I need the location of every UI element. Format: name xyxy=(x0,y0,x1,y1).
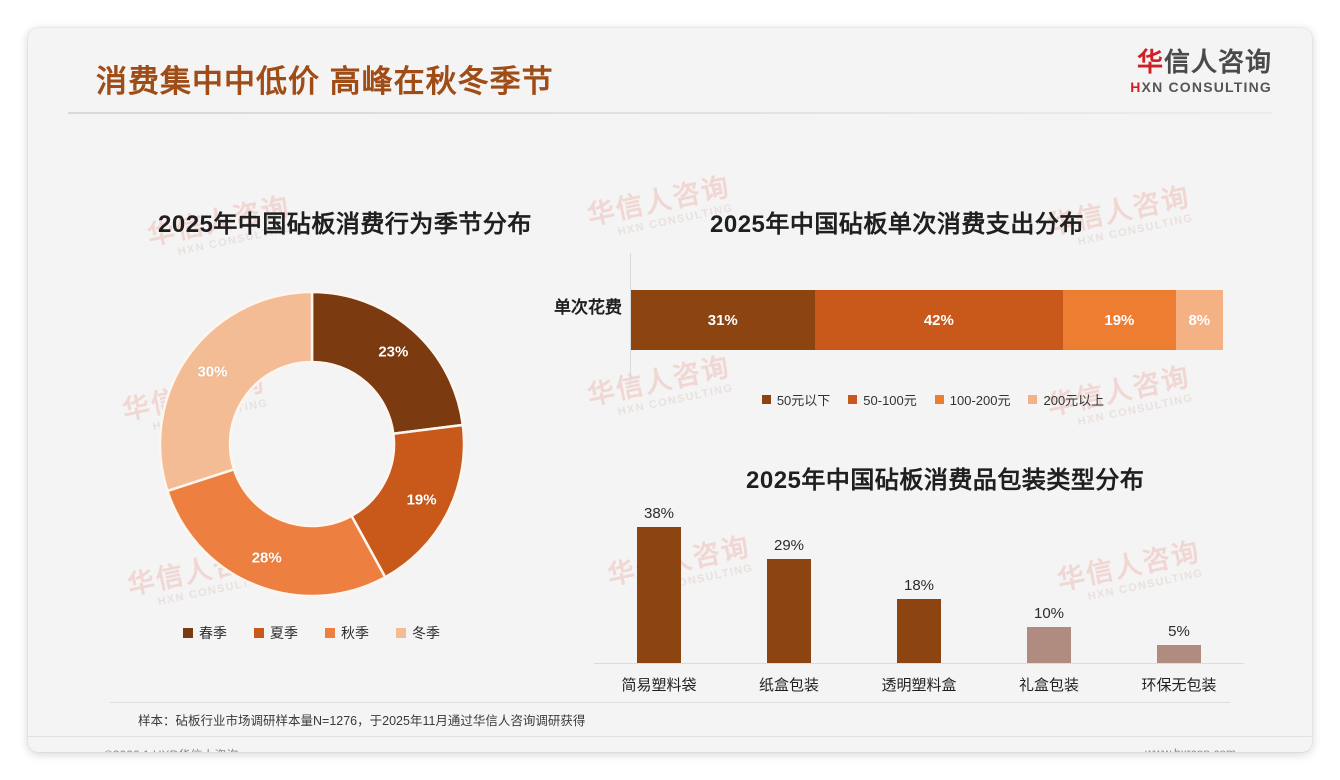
column-bar-rect[interactable] xyxy=(767,559,811,663)
legend-item[interactable]: 冬季 xyxy=(396,623,440,643)
stacked-bar-chart: 单次花费 31% 42% 19% 8% xyxy=(526,253,1238,388)
donut-chart-title: 2025年中国砧板消费行为季节分布 xyxy=(158,211,532,238)
column-chart-category-axis: 简易塑料袋 纸盒包装 透明塑料盒 礼盒包装 环保无包装 xyxy=(594,674,1244,695)
slide-footer: ©2026.1 HXR华信人咨询 www.hxrcon.com xyxy=(28,737,1312,752)
stacked-bar-segment[interactable]: 42% xyxy=(814,290,1064,350)
donut-slice-label: 30% xyxy=(197,363,228,381)
footnote-text: 样本：砧板行业市场调研样本量N=1276，于2025年11月通过华信人咨询调研获… xyxy=(138,714,586,728)
logo-char-hua: 华 xyxy=(1136,47,1164,77)
column-bar-value-label: 18% xyxy=(903,576,935,594)
legend-swatch-icon xyxy=(183,628,193,638)
stacked-bar-segment[interactable]: 19% xyxy=(1063,290,1176,350)
legend-label: 50元以下 xyxy=(776,393,831,408)
donut-slice[interactable] xyxy=(165,467,387,598)
legend-item[interactable]: 夏季 xyxy=(254,623,298,643)
legend-swatch-icon xyxy=(848,395,858,404)
legend-item[interactable]: 50元以下 xyxy=(761,390,831,409)
legend-label: 50-100元 xyxy=(863,393,917,408)
legend-label: 100-200元 xyxy=(949,393,1011,408)
stacked-bar-segment[interactable]: 31% xyxy=(631,290,815,350)
logo-chinese: 华信人咨询 xyxy=(1130,47,1272,78)
column-chart-baseline xyxy=(594,663,1244,664)
column-bar-group[interactable]: 29% xyxy=(724,537,854,663)
column-category-label: 透明塑料盒 xyxy=(881,677,957,694)
stacked-bar-title: 2025年中国砧板单次消费支出分布 xyxy=(710,211,1084,238)
stacked-bar-segment[interactable]: 8% xyxy=(1175,290,1223,350)
legend-item[interactable]: 春季 xyxy=(183,623,227,643)
column-bar-group[interactable]: 5% xyxy=(1114,623,1244,663)
logo-english-rest: XN CONSULTING xyxy=(1141,78,1272,95)
column-category-label: 环保无包装 xyxy=(1141,677,1217,694)
column-chart-title: 2025年中国砧板消费品包装类型分布 xyxy=(746,467,1145,494)
page-title: 消费集中中低价 高峰在秋冬季节 xyxy=(96,64,554,99)
legend-swatch-icon xyxy=(254,628,264,638)
legend-label: 冬季 xyxy=(412,625,440,641)
column-bar-rect[interactable] xyxy=(1157,645,1201,663)
watermark-en: HXN CONSULTING xyxy=(1076,211,1195,249)
legend-item[interactable]: 100-200元 xyxy=(934,390,1011,409)
legend-item[interactable]: 200元以上 xyxy=(1028,390,1104,409)
footnote-divider xyxy=(110,702,1230,703)
donut-svg xyxy=(158,290,466,598)
donut-slice-label: 23% xyxy=(378,343,409,361)
legend-swatch-icon xyxy=(396,628,406,638)
donut-slice-label: 28% xyxy=(251,549,282,567)
legend-item[interactable]: 50-100元 xyxy=(848,390,917,409)
legend-item[interactable]: 秋季 xyxy=(325,623,369,643)
legend-swatch-icon xyxy=(1028,395,1038,404)
column-bar-rect[interactable] xyxy=(1027,627,1071,663)
stacked-bar-track: 31% 42% 19% 8% xyxy=(631,290,1223,350)
column-bar-rect[interactable] xyxy=(897,598,941,663)
stacked-bar-category-label: 单次花费 xyxy=(554,298,622,317)
donut-legend: 春季 夏季 秋季 冬季 xyxy=(183,623,440,643)
donut-slice[interactable] xyxy=(310,290,465,436)
header-divider xyxy=(68,112,1272,114)
column-bar-value-label: 38% xyxy=(643,505,675,523)
stacked-bar-legend: 50元以下 50-100元 100-200元 200元以上 xyxy=(628,390,1238,409)
column-category-label: 简易塑料袋 xyxy=(621,677,697,694)
legend-swatch-icon xyxy=(325,628,335,638)
legend-label: 秋季 xyxy=(341,625,369,641)
stacked-bar-axis xyxy=(630,253,631,385)
column-chart: 38% 29% 18% 10% 5% 简易塑料袋 纸盒包装 透明塑料盒 礼盒包装 环保无包装 xyxy=(594,498,1244,698)
logo-chinese-rest: 信人咨询 xyxy=(1163,47,1272,77)
donut-slice-label: 19% xyxy=(406,491,437,509)
footer-copyright: ©2026.1 HXR华信人咨询 xyxy=(104,746,238,752)
slide-header: 消费集中中低价 高峰在秋冬季节 华信人咨询 HXN CONSULTING xyxy=(28,28,1312,118)
logo-char-h: H xyxy=(1130,78,1142,95)
legend-swatch-icon xyxy=(934,395,944,404)
column-bar-rect[interactable] xyxy=(637,527,681,663)
legend-label: 200元以上 xyxy=(1043,393,1105,408)
donut-slice[interactable] xyxy=(158,290,314,493)
legend-swatch-icon xyxy=(761,395,771,404)
column-bar-group[interactable]: 38% xyxy=(594,505,724,663)
slide-card: 华信人咨询 HXN CONSULTING 华信人咨询 HXN CONSULTIN… xyxy=(28,28,1312,752)
column-bar-value-label: 5% xyxy=(1168,623,1190,641)
column-bar-group[interactable]: 10% xyxy=(984,605,1114,663)
column-bar-value-label: 10% xyxy=(1033,605,1065,623)
footer-website[interactable]: www.hxrcon.com xyxy=(1145,746,1236,752)
column-bar-group[interactable]: 18% xyxy=(854,577,984,663)
donut-chart: 23% 19% 28% 30% xyxy=(154,286,470,602)
column-category-label: 纸盒包装 xyxy=(758,677,819,694)
column-chart-plot: 38% 29% 18% 10% 5% xyxy=(594,498,1244,664)
legend-label: 夏季 xyxy=(270,625,298,641)
column-category-label: 礼盒包装 xyxy=(1018,677,1079,694)
legend-label: 春季 xyxy=(199,625,227,641)
logo-english: HXN CONSULTING xyxy=(1130,79,1272,95)
column-bar-value-label: 29% xyxy=(773,537,805,555)
footer-divider xyxy=(28,736,1312,737)
donut-slice[interactable] xyxy=(349,423,466,579)
brand-logo: 华信人咨询 HXN CONSULTING xyxy=(1130,47,1272,95)
